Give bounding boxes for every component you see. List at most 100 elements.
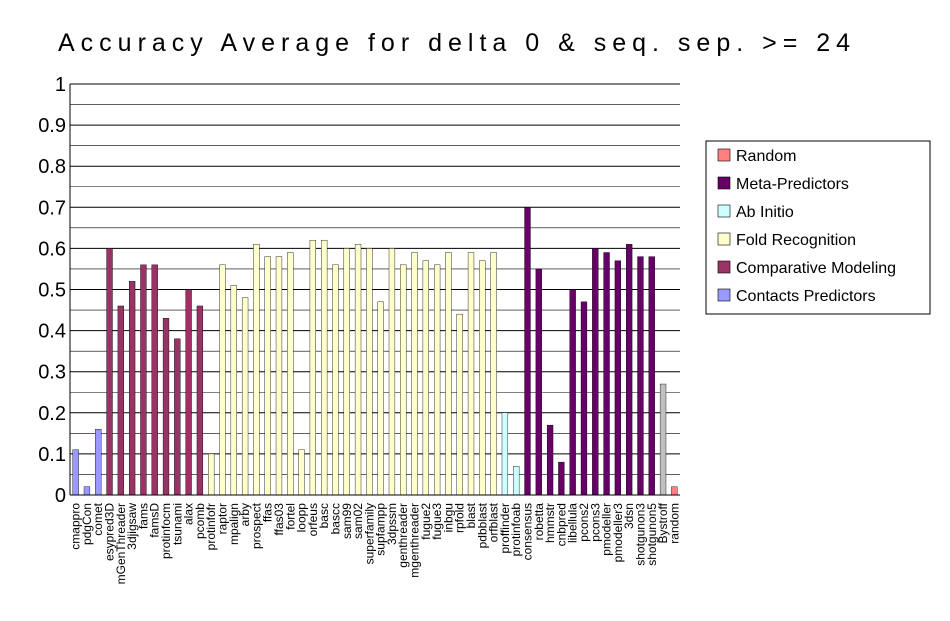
x-tick-label: sam02	[351, 503, 365, 539]
legend-label-contacts: Contacts Predictors	[736, 288, 876, 305]
y-tick-label: 0.3	[38, 362, 66, 384]
x-tick-label: pmodeller	[600, 503, 614, 556]
bar-pcons2	[580, 301, 588, 496]
legend-label-fold: Fold Recognition	[736, 232, 856, 249]
y-tick-label: 0.9	[38, 115, 66, 137]
bar-superfamily	[366, 248, 373, 496]
bar-proffinder	[501, 412, 509, 496]
chart-title: Accuracy Average for delta 0 & seq. sep.…	[58, 29, 856, 57]
x-tick-label: pcons2	[577, 503, 591, 542]
bar-basc	[321, 239, 328, 496]
bars	[72, 207, 678, 496]
x-tick-label: fortel	[283, 503, 297, 530]
x-tick-label: mpalign	[227, 503, 241, 545]
bar-Bystroff	[659, 383, 667, 496]
x-tick-label: 3dpssm	[385, 503, 399, 545]
bar-supfampp	[377, 301, 384, 496]
bar-protinfofr	[208, 453, 215, 496]
x-tick-label: protinfofr	[204, 503, 218, 550]
bar-tsunami	[174, 338, 181, 496]
y-tick-label: 0.7	[38, 197, 66, 219]
bar-mGenThreader	[117, 305, 124, 496]
x-tick-label: pmodeller3	[611, 503, 625, 563]
x-tick-label: proffinder	[498, 503, 512, 553]
bar-pcomb	[196, 305, 204, 496]
bar-comet	[95, 429, 102, 496]
y-tick-label: 0.1	[38, 444, 66, 466]
y-tick-label: 0	[55, 485, 66, 507]
x-tick-label: mGenThreader	[114, 503, 128, 584]
bar-fams	[140, 264, 147, 496]
bar-orfblast	[490, 252, 497, 496]
legend-swatch-meta	[717, 176, 731, 190]
x-tick-label: esypred3D	[103, 503, 117, 561]
legend: Random Meta-Predictors Ab Initio Fold Recog…	[705, 140, 931, 315]
bar-prospect	[253, 244, 260, 496]
bar-inbgu	[445, 252, 452, 496]
x-tick-label: fugue3	[430, 503, 444, 540]
y-tick-label: 0.4	[38, 321, 66, 343]
x-tick-label: blast	[464, 502, 478, 528]
bar-fortel	[287, 252, 294, 496]
bar-blast	[467, 252, 475, 496]
legend-label-comparative: Comparative Modeling	[736, 260, 896, 277]
bar-genthreader	[400, 264, 407, 496]
grid-lines	[70, 83, 680, 475]
x-tick-label: pcons3	[588, 503, 602, 542]
y-tick-label: 1	[55, 74, 66, 96]
x-tick-label: genthreader	[396, 503, 410, 568]
bar-ffas	[264, 256, 271, 496]
y-tick-label: 0.8	[38, 156, 66, 178]
x-tick-label: shotgunon5	[645, 503, 659, 566]
x-tick-label: libellula	[566, 503, 580, 543]
x-tick-label: protinfocm	[159, 503, 173, 559]
bar-random	[671, 486, 678, 496]
bar-cmappro	[72, 449, 79, 496]
x-tick-label: cmappro	[69, 503, 83, 550]
x-tick-label: pdgCon	[80, 503, 94, 545]
x-tick-label: consensus	[521, 503, 535, 560]
x-tick-label: comet	[91, 502, 105, 535]
bar-pdgCon	[83, 486, 91, 496]
x-tick-label: superfamily	[362, 503, 376, 564]
legend-box	[705, 140, 931, 315]
x-tick-label: ffas	[261, 503, 275, 522]
bar-arby	[241, 297, 249, 496]
bar-protinfoab	[513, 466, 520, 496]
bar-fugue3	[433, 264, 441, 496]
x-tick-label: famsD	[148, 503, 162, 538]
bar-loopp	[298, 449, 305, 496]
bar-3dsn	[626, 244, 633, 496]
axes	[69, 84, 680, 496]
x-tick-label: prospect	[249, 502, 263, 549]
legend-label-meta: Meta-Predictors	[736, 176, 849, 193]
x-tick-label: 3djigsaw	[125, 503, 139, 550]
bar-protinfocm	[162, 318, 170, 496]
bar-famsD	[151, 264, 158, 496]
legend-label-random: Random	[736, 148, 796, 165]
bar-3dpssm	[388, 248, 396, 496]
x-tick-label: basc	[317, 503, 331, 528]
bar-mgenthreader	[411, 252, 418, 496]
x-tick-label: random	[667, 503, 681, 544]
legend-swatch-fold	[717, 232, 731, 246]
x-tick-label: protinfoab	[509, 503, 523, 557]
x-tick-label: alax	[182, 503, 196, 525]
bar-alax	[185, 289, 192, 496]
x-tick-label: loopp	[295, 503, 309, 533]
x-tick-label: cnbpred	[554, 503, 568, 546]
bar-pdbblast	[479, 260, 486, 496]
x-tick-label: pdbblast	[475, 502, 489, 548]
x-tick-label: orfblast	[487, 502, 501, 542]
y-tick-label: 0.5	[38, 280, 66, 302]
bar-libellula	[569, 289, 576, 496]
bar-ffas03	[275, 256, 283, 496]
x-axis-labels: cmappropdgConcometesypred3DmGenThreader3…	[69, 502, 682, 584]
x-tick-label: mgenthreader	[408, 503, 422, 578]
legend-swatch-comparative	[717, 260, 731, 274]
bar-shotgunon5	[648, 256, 655, 496]
x-tick-label: supfampp	[374, 503, 388, 556]
x-tick-label: robetta	[532, 503, 546, 541]
bar-rpfold	[456, 313, 463, 496]
